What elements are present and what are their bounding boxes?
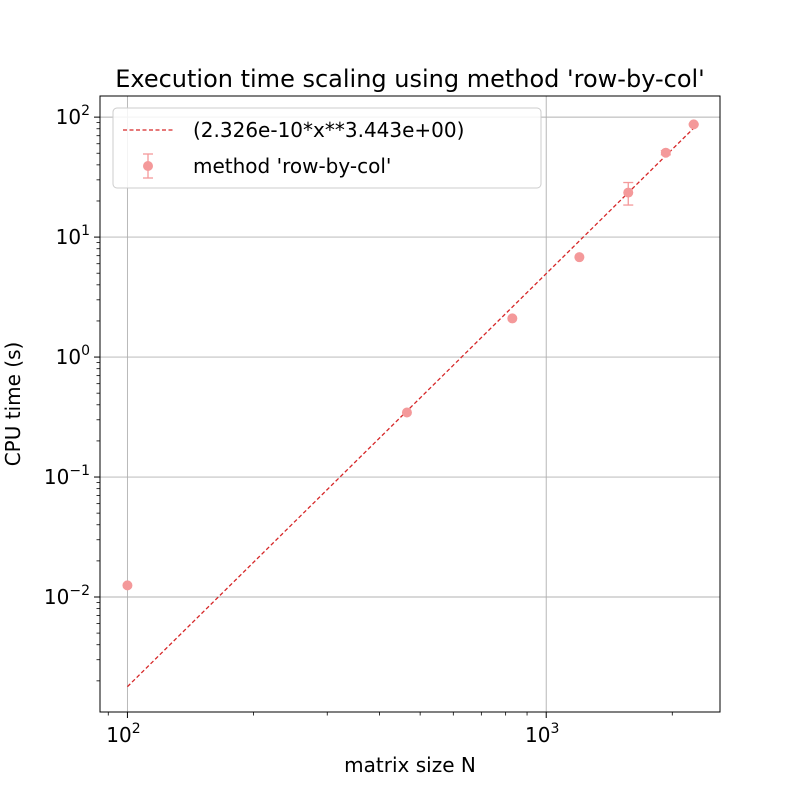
legend-fit-label: (2.326e-10*x**3.443e+00)	[193, 118, 464, 142]
legend-points-swatch	[143, 153, 153, 179]
legend: (2.326e-10*x**3.443e+00) method 'row-by-…	[112, 107, 542, 189]
data-points-layer	[122, 119, 699, 591]
data-point	[660, 147, 671, 158]
data-point	[401, 407, 412, 418]
y-tick-label: 100	[56, 343, 90, 369]
data-point	[623, 187, 634, 198]
fit-line	[126, 127, 695, 688]
data-point	[122, 580, 133, 591]
data-point	[688, 119, 699, 130]
y-tick-label: 10−1	[44, 463, 90, 489]
data-point	[574, 252, 585, 263]
y-axis-label: CPU time (s)	[1, 342, 25, 467]
legend-point-swatch	[143, 161, 153, 171]
chart-title: Execution time scaling using method 'row…	[115, 65, 705, 93]
y-tick-label: 101	[56, 223, 90, 249]
fit-line-layer	[126, 127, 695, 688]
y-tick-label: 102	[56, 103, 90, 129]
x-axis-label: matrix size N	[344, 753, 476, 777]
x-tick-label: 102	[106, 721, 140, 747]
legend-points-label: method 'row-by-col'	[193, 154, 391, 178]
x-tick-label: 103	[525, 721, 559, 747]
plot-frame	[99, 95, 721, 713]
y-tick-label: 10−2	[44, 583, 90, 609]
data-point	[507, 313, 518, 324]
axis-ticks: 102 103 10−2 10−1 100 101 102	[44, 103, 673, 747]
legend-box	[112, 107, 542, 189]
